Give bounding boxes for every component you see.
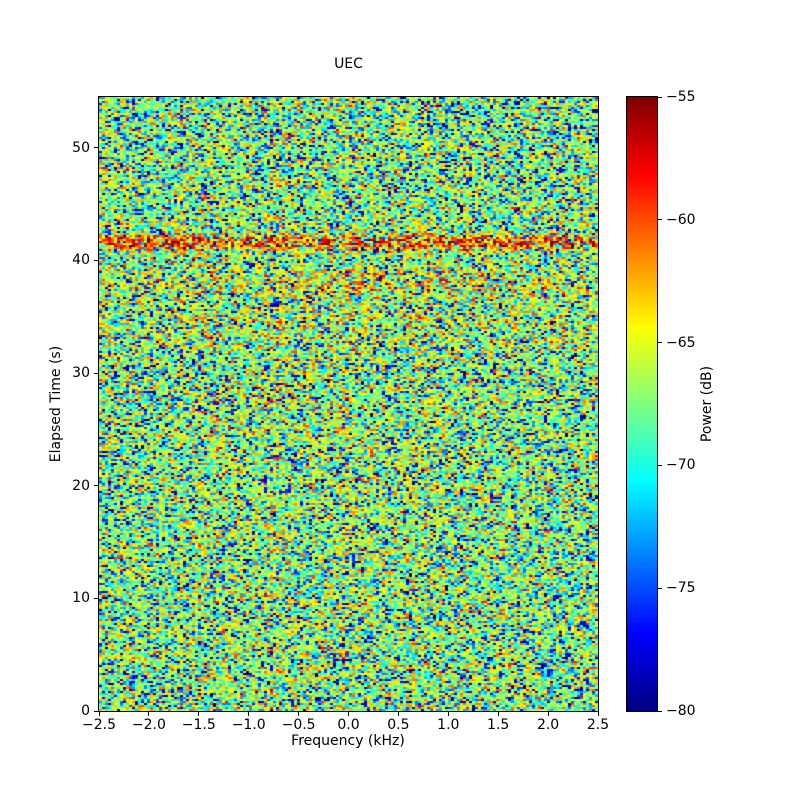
y-tick-mark (94, 485, 98, 487)
spectrogram-heatmap (99, 97, 598, 711)
colorbar-tick-label: −65 (666, 334, 696, 351)
y-tick-mark (94, 597, 98, 599)
y-tick-label: 50 (72, 139, 90, 156)
x-tick-label: 2.0 (536, 717, 560, 733)
x-tick-label: −2.5 (82, 717, 116, 733)
y-axis-label: Elapsed Time (s) (48, 345, 64, 463)
x-tick-label: 0.5 (387, 717, 410, 733)
x-tick-mark (348, 712, 349, 716)
colorbar-tick-mark (658, 464, 662, 466)
y-tick-label: 30 (72, 365, 90, 382)
y-tick-mark (94, 147, 98, 149)
x-tick-label: −1.0 (231, 717, 266, 733)
plot-area (98, 96, 599, 712)
colorbar-tick-mark (658, 710, 662, 712)
colorbar-tick-label: −75 (666, 580, 696, 597)
y-tick-label: 40 (72, 252, 90, 269)
colorbar-tick-mark (658, 587, 662, 589)
chart-title: UEC (334, 55, 363, 72)
colorbar-tick-label: −70 (666, 457, 696, 474)
x-tick-mark (397, 712, 399, 716)
x-axis-label: Frequency (kHz) (291, 733, 405, 749)
colorbar-label: Power (dB) (699, 365, 715, 443)
colorbar-tick-label: −80 (666, 703, 696, 719)
x-tick-mark (148, 712, 150, 716)
x-tick-label: 0.0 (337, 717, 360, 733)
y-tick-mark (94, 710, 98, 712)
colorbar-tick-mark (658, 96, 662, 98)
colorbar-gradient (627, 97, 657, 711)
colorbar-tick-mark (658, 219, 662, 221)
x-tick-label: 1.0 (437, 717, 460, 733)
x-tick-mark (98, 712, 100, 716)
y-tick-label: 20 (72, 477, 90, 494)
y-tick-mark (94, 372, 98, 374)
x-tick-mark (298, 712, 300, 716)
x-tick-label: −2.0 (131, 717, 166, 733)
x-tick-mark (198, 712, 200, 716)
x-tick-mark (547, 712, 549, 716)
colorbar-tick-label: −60 (666, 211, 696, 228)
colorbar-tick-label: −55 (666, 89, 696, 105)
y-tick-label: 0 (81, 703, 90, 719)
x-tick-mark (597, 712, 599, 716)
x-tick-mark (447, 712, 449, 716)
x-tick-label: −1.5 (181, 717, 216, 733)
y-tick-label: 10 (72, 590, 90, 607)
x-tick-label: −0.5 (281, 717, 316, 733)
colorbar (626, 96, 658, 712)
x-tick-mark (497, 712, 499, 716)
x-tick-mark (248, 712, 250, 716)
colorbar-tick-mark (658, 342, 662, 344)
x-tick-label: 2.5 (586, 717, 610, 733)
y-tick-mark (94, 259, 98, 261)
x-tick-label: 1.5 (487, 717, 510, 733)
